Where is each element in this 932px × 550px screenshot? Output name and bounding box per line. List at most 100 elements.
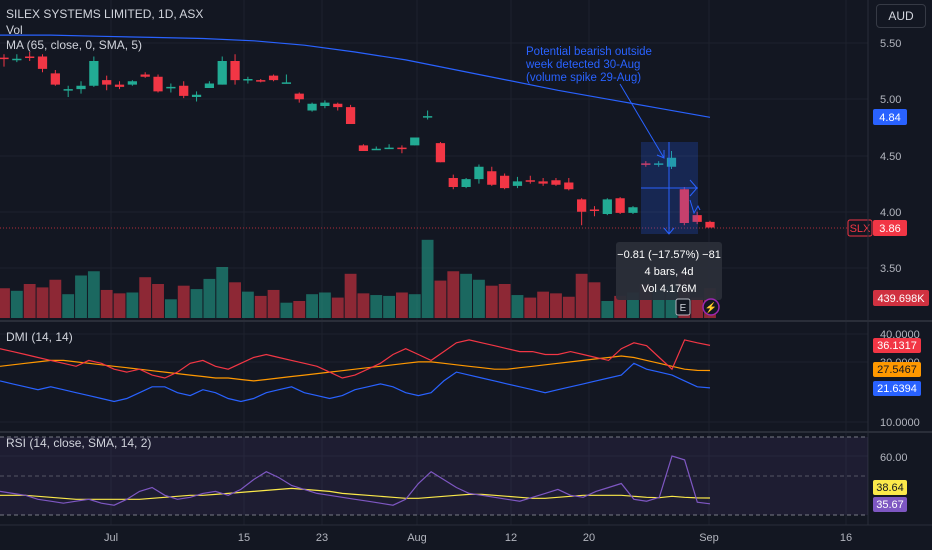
candle-body [397, 147, 407, 150]
volume-bar [113, 293, 126, 318]
rsi-legend[interactable]: RSI (14, close, SMA, 14, 2) [6, 436, 151, 450]
rsi-value: 35.67 [876, 499, 904, 511]
candle-body [654, 163, 664, 165]
measure-bars: 4 bars, 4d [645, 266, 694, 278]
measure-arrow-head [663, 227, 675, 235]
candle-body [320, 102, 330, 106]
volume-bar [396, 292, 408, 318]
volume-bar [87, 271, 100, 318]
rsi-ma-line [0, 487, 711, 500]
last-price: 3.86 [879, 223, 900, 235]
candle-body [256, 80, 266, 82]
candle-body [268, 75, 279, 81]
candle-body [679, 189, 689, 223]
volume-bar [164, 299, 177, 318]
candle-body [153, 76, 163, 92]
volume-bar [408, 294, 421, 318]
volume-bar [229, 282, 241, 318]
candle-body [448, 178, 458, 187]
volume-bar [434, 280, 447, 318]
volume-bar [267, 289, 280, 318]
dmi-legend[interactable]: DMI (14, 14) [6, 330, 73, 344]
candle-body [435, 143, 446, 163]
price-tick: 4.50 [880, 151, 901, 163]
lightning-icon: ⚡ [705, 301, 717, 314]
candlesticks [0, 52, 715, 228]
candle-body [628, 207, 638, 213]
dmi-minus-badge [873, 338, 921, 353]
candle-body [89, 61, 99, 86]
ma-value-badge [873, 109, 907, 125]
volume-bar [344, 273, 357, 318]
volume-bar [550, 293, 562, 318]
ma-line [0, 34, 711, 118]
volume-bar [126, 292, 139, 318]
candle-body [191, 94, 202, 97]
dmi-adx-line [0, 355, 711, 382]
volume-bar [49, 279, 62, 318]
chart-title[interactable]: SILEX SYSTEMS LIMITED, 1D, ASX [6, 7, 203, 21]
candle-body [204, 83, 215, 88]
candle-body [641, 163, 651, 165]
candle-body [551, 180, 561, 185]
ma-legend[interactable]: MA (65, close, 0, SMA, 5) [6, 38, 142, 52]
candle-body [577, 199, 587, 212]
price-tick: 4.00 [880, 207, 901, 219]
volume-legend[interactable]: Vol [6, 23, 23, 37]
candle-body [666, 157, 677, 167]
volume-bar [331, 297, 344, 318]
candle-body [615, 198, 625, 213]
volume-bar [652, 289, 665, 318]
symbol-badge [847, 219, 873, 237]
measure-tooltip [616, 242, 722, 300]
volume-bar [447, 271, 460, 318]
volume-bar [152, 284, 164, 318]
volume-bar [177, 285, 190, 318]
time-label: Aug [407, 532, 427, 544]
currency-button[interactable]: AUD [876, 4, 926, 28]
candle-body [217, 61, 227, 85]
candle-body [102, 80, 112, 85]
volume-value: 439.698K [877, 293, 925, 305]
price-tick: 5.00 [880, 94, 901, 106]
volume-bar [36, 287, 49, 318]
volume-bar [306, 294, 318, 318]
volume-bar [601, 301, 614, 318]
time-label: 15 [238, 532, 250, 544]
candle-body [705, 221, 715, 228]
dividend-badge[interactable] [702, 298, 720, 316]
measure-arrow-right [689, 179, 698, 197]
volume-bar [216, 267, 229, 318]
annotation-line-3: (volume spike 29-Aug) [526, 72, 641, 84]
candle-body [50, 73, 60, 85]
volume-bar [498, 284, 511, 318]
candle-body [384, 147, 394, 150]
candle-body [345, 107, 356, 124]
time-label: 23 [316, 532, 328, 544]
volume-bar [627, 292, 639, 318]
volume-bar [473, 279, 485, 318]
rsi-ma-value: 38.64 [876, 482, 904, 494]
volume-bar [614, 295, 627, 318]
rsi-value-badge [873, 497, 907, 512]
candle-body [602, 199, 612, 214]
candle-body [589, 209, 600, 211]
volume-bar [62, 294, 75, 318]
volume-bar [280, 302, 293, 318]
candle-body [499, 175, 510, 189]
earnings-badge-icon: E [680, 303, 687, 314]
time-label: Sep [699, 532, 719, 544]
volume-bar [139, 277, 152, 318]
volume-bar [383, 295, 396, 318]
dmi-adx-value: 27.5467 [877, 364, 917, 376]
dmi-minus-value: 36.1317 [877, 340, 917, 352]
candle-body [230, 61, 240, 81]
earnings-badge[interactable] [675, 298, 691, 316]
rsi-tick: 60.00 [880, 452, 908, 464]
candle-body [12, 58, 22, 61]
volume-bar [203, 278, 216, 318]
volume-bar [190, 289, 203, 318]
volume-bar [524, 297, 537, 318]
volume-bar [318, 292, 331, 318]
